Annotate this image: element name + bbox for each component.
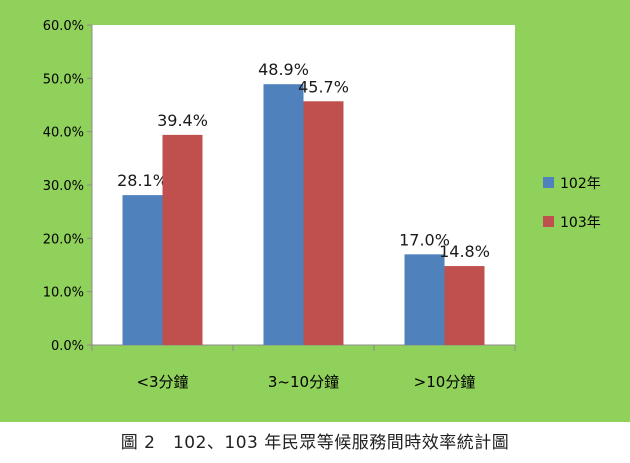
bar-103 bbox=[303, 101, 344, 346]
legend-swatch bbox=[543, 177, 554, 188]
data-label: 45.7% bbox=[298, 77, 349, 96]
data-label: 14.8% bbox=[439, 242, 490, 261]
x-category-label: <3分鐘 bbox=[136, 373, 188, 391]
legend-label: 103年 bbox=[560, 215, 601, 231]
y-tick-label: 40.0% bbox=[43, 126, 84, 141]
data-label: 28.1% bbox=[117, 171, 168, 190]
figure-caption: 圖 2 102、103 年民眾等候服務間時效率統計圖 bbox=[120, 433, 510, 453]
y-tick-label: 60.0% bbox=[43, 19, 84, 34]
y-tick-label: 10.0% bbox=[43, 286, 84, 301]
bar-102 bbox=[263, 84, 304, 345]
bar-chart: 0.0% 10.0% 20.0% 30.0% 40.0% 50.0% 60.0% <3分鐘 28… bbox=[0, 0, 630, 422]
x-category-label: 3~10分鐘 bbox=[268, 373, 339, 391]
bar-103 bbox=[162, 134, 203, 345]
legend-label: 102年 bbox=[560, 176, 601, 192]
y-tick-label: 50.0% bbox=[43, 72, 84, 87]
y-tick-label: 30.0% bbox=[43, 179, 84, 194]
data-label: 39.4% bbox=[157, 111, 208, 130]
bar-103 bbox=[444, 266, 485, 345]
bar-102 bbox=[404, 254, 445, 345]
data-label: 48.9% bbox=[258, 60, 309, 79]
legend-swatch bbox=[543, 216, 554, 227]
y-tick-label: 0.0% bbox=[51, 339, 84, 354]
bar-102 bbox=[122, 195, 163, 345]
x-category-label: >10分鐘 bbox=[414, 373, 476, 391]
data-label: 17.0% bbox=[399, 230, 450, 249]
chart-area: 0.0% 10.0% 20.0% 30.0% 40.0% 50.0% 60.0% <3分鐘 28… bbox=[0, 0, 630, 422]
y-tick-label: 20.0% bbox=[43, 232, 84, 247]
